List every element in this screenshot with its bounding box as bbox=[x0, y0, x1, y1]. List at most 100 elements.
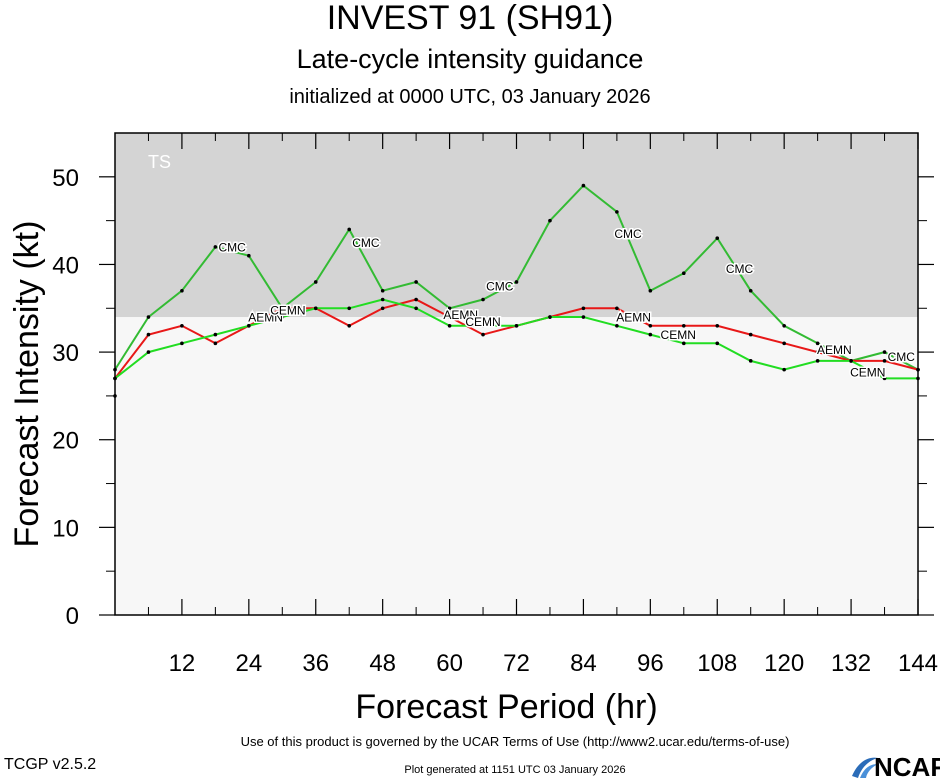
data-point-aemn bbox=[380, 306, 385, 311]
data-point-cemn bbox=[146, 350, 151, 354]
chart-title: INVEST 91 (SH91) bbox=[326, 0, 614, 37]
terms-of-use-notice: Use of this product is governed by the U… bbox=[240, 734, 790, 749]
x-tick-label: 12 bbox=[169, 650, 196, 677]
data-point-cemn bbox=[581, 315, 586, 319]
x-tick-label: 72 bbox=[503, 650, 530, 677]
data-point-cemn bbox=[815, 359, 820, 363]
data-point-cemn bbox=[180, 341, 184, 346]
series-label-cemn: CEMN bbox=[465, 315, 500, 329]
x-tick-label: 60 bbox=[436, 650, 463, 677]
data-point-aemn bbox=[414, 297, 418, 302]
x-tick-label: 120 bbox=[764, 650, 804, 677]
series-label-cmc: CMC bbox=[614, 227, 642, 241]
data-point-cemn bbox=[414, 306, 418, 311]
data-point-cemn bbox=[380, 297, 385, 302]
y-tick-label: 0 bbox=[66, 603, 79, 630]
data-point-aemn bbox=[447, 315, 452, 319]
data-point-cemn bbox=[748, 359, 753, 363]
data-point-cemn bbox=[849, 359, 853, 363]
data-point-aemn bbox=[180, 324, 184, 328]
data-point-cmc bbox=[347, 227, 352, 232]
data-point-cemn bbox=[882, 376, 887, 381]
x-tick-label: 96 bbox=[637, 650, 664, 677]
x-axis-title: Forecast Period (hr) bbox=[355, 688, 657, 726]
x-tick-label: 132 bbox=[831, 650, 871, 677]
x-tick-label: 48 bbox=[369, 650, 396, 677]
y-tick-label: 10 bbox=[52, 515, 79, 542]
chart-subtitle: Late-cycle intensity guidance bbox=[296, 44, 644, 74]
x-tick-label: 108 bbox=[697, 650, 737, 677]
data-point-aemn bbox=[782, 341, 786, 346]
data-point-cmc bbox=[514, 280, 519, 284]
data-point-cemn bbox=[615, 324, 619, 328]
x-tick-label: 36 bbox=[302, 650, 329, 677]
band-label-ts: TS bbox=[148, 152, 171, 172]
data-point-cmc bbox=[481, 297, 485, 302]
y-tick-label: 20 bbox=[52, 428, 79, 455]
series-label-cmc: CMC bbox=[486, 280, 514, 294]
data-point-cemn bbox=[447, 324, 452, 328]
data-point-cmc bbox=[748, 288, 753, 293]
data-point-cmc bbox=[180, 288, 184, 293]
data-point-cemn bbox=[213, 332, 218, 337]
data-point-aemn bbox=[681, 324, 686, 328]
data-point-cmc bbox=[681, 271, 686, 276]
data-point-cmc bbox=[313, 280, 318, 284]
data-point-cemn bbox=[715, 341, 720, 346]
ncar-logo-text: NCAR bbox=[874, 752, 940, 782]
data-point-cmc bbox=[581, 183, 586, 188]
band-ts bbox=[115, 133, 918, 318]
data-point-aemn bbox=[648, 324, 653, 328]
version-label: TCGP v2.5.2 bbox=[4, 756, 97, 773]
data-point-cmc bbox=[715, 236, 720, 240]
data-point-cmc bbox=[447, 306, 452, 311]
y-tick-label: 40 bbox=[52, 252, 79, 279]
data-point-cmc bbox=[414, 280, 418, 284]
plot-generated-label: Plot generated at 1151 UTC 03 January 20… bbox=[404, 764, 626, 776]
series-label-cmc: CMC bbox=[888, 350, 916, 364]
series-label-aemn: AEMN bbox=[248, 310, 283, 324]
data-point-cemn bbox=[681, 341, 686, 346]
y-tick-label: 30 bbox=[52, 340, 79, 367]
x-tick-label: 24 bbox=[235, 650, 262, 677]
data-point-cmc bbox=[380, 288, 385, 293]
data-point-aemn bbox=[213, 341, 218, 346]
data-point-aemn bbox=[581, 306, 586, 311]
data-point-cemn bbox=[514, 324, 519, 328]
ncar-logo: NCAR bbox=[850, 752, 940, 782]
data-point-cemn bbox=[648, 332, 653, 337]
data-point-cemn bbox=[481, 324, 485, 328]
data-point-cemn bbox=[247, 324, 251, 328]
data-point-aemn bbox=[347, 324, 352, 328]
series-label-cmc: CMC bbox=[726, 262, 754, 276]
data-point-cmc bbox=[648, 288, 653, 293]
data-point-aemn bbox=[715, 324, 720, 328]
data-point-aemn bbox=[280, 306, 285, 311]
data-point-cmc bbox=[146, 315, 151, 319]
init-time-label: initialized at 0000 UTC, 03 January 2026 bbox=[289, 86, 651, 108]
series-label-cemn: CEMN bbox=[270, 303, 305, 317]
series-label-cemn: CEMN bbox=[850, 366, 885, 380]
series-label-cmc: CMC bbox=[218, 240, 246, 254]
data-point-aemn bbox=[815, 350, 820, 354]
ncar-logo-swoosh-icon bbox=[852, 757, 878, 778]
data-point-aemn bbox=[481, 332, 485, 337]
y-axis-title: Forecast Intensity (kt) bbox=[8, 221, 46, 548]
data-point-aemn bbox=[882, 359, 887, 363]
data-point-cmc bbox=[615, 210, 619, 214]
data-point-cmc bbox=[882, 350, 887, 354]
data-point-cmc bbox=[815, 341, 820, 346]
series-label-cemn: CEMN bbox=[661, 328, 696, 342]
data-point-cmc bbox=[782, 324, 786, 328]
data-point-cemn bbox=[280, 315, 285, 319]
data-point-cmc bbox=[213, 245, 218, 249]
series-label-cmc: CMC bbox=[352, 236, 380, 250]
x-tick-label: 84 bbox=[570, 650, 597, 677]
data-point-cmc bbox=[247, 253, 251, 258]
x-tick-label: 144 bbox=[898, 650, 938, 677]
data-point-cemn bbox=[548, 315, 552, 319]
series-label-aemn: AEMN bbox=[817, 343, 852, 357]
series-label-aemn: AEMN bbox=[616, 310, 651, 324]
data-point-cemn bbox=[347, 306, 352, 311]
